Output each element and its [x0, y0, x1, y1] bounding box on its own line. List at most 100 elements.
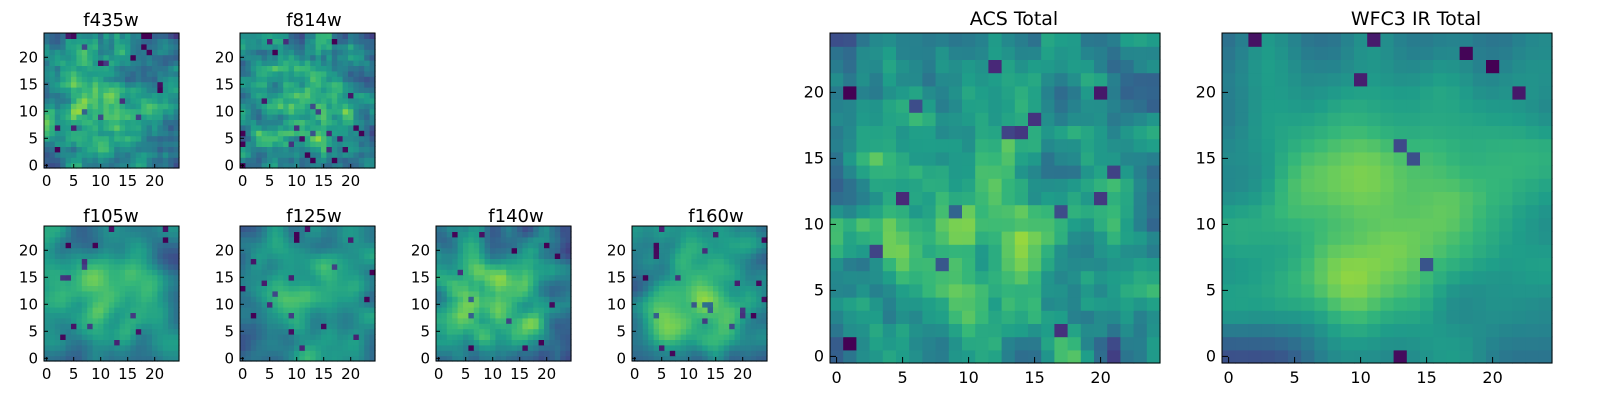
heatmap-cell — [1288, 244, 1302, 258]
heatmap-cell — [125, 108, 131, 115]
heatmap-cell — [1288, 270, 1302, 285]
heatmap-cell — [565, 301, 572, 308]
heatmap-cell — [909, 46, 923, 60]
heatmap-cell — [750, 317, 757, 324]
heatmap-cell — [560, 263, 567, 270]
heatmap-cell — [49, 344, 56, 351]
heatmap-cell — [669, 328, 676, 335]
heatmap-cell — [729, 247, 736, 254]
heatmap-cell — [554, 263, 561, 270]
heatmap-cell — [240, 280, 246, 286]
heatmap-cell — [245, 54, 252, 61]
heatmap-cell — [1459, 204, 1474, 219]
heatmap-cell — [152, 130, 158, 137]
heatmap-cell — [60, 312, 67, 319]
heatmap-cell — [1314, 178, 1329, 192]
heatmap-cell — [98, 65, 104, 72]
heatmap-cell — [517, 301, 523, 308]
heatmap-cell — [1486, 231, 1500, 245]
heatmap-cell — [353, 108, 360, 115]
heatmap-cell — [130, 344, 137, 351]
heatmap-cell — [484, 355, 491, 362]
heatmap-cell — [76, 290, 83, 297]
heatmap-cell — [353, 258, 360, 265]
heatmap-cell — [702, 339, 709, 346]
heatmap-cell — [1274, 217, 1289, 232]
heatmap-cell — [648, 334, 655, 340]
heatmap-cell — [1014, 191, 1029, 206]
heatmap-cell — [49, 253, 56, 259]
heatmap-cell — [1146, 323, 1161, 338]
heatmap-cell — [554, 323, 561, 330]
heatmap-cell — [108, 81, 115, 88]
heatmap-cell — [549, 339, 556, 346]
heatmap-cell — [691, 323, 698, 330]
heatmap-cell — [1014, 99, 1029, 113]
heatmap-cell — [659, 269, 665, 276]
heatmap-cell — [342, 339, 349, 346]
heatmap-cell — [119, 33, 126, 39]
heatmap-cell — [288, 226, 295, 232]
heatmap-cell — [1146, 244, 1161, 258]
heatmap-cell — [696, 236, 703, 243]
heatmap-cell — [675, 317, 682, 324]
heatmap-cell — [92, 247, 99, 254]
heatmap-cell — [452, 290, 459, 297]
heatmap-cell — [315, 76, 322, 83]
heatmap-cell — [146, 65, 153, 72]
heatmap-cell — [337, 317, 344, 324]
heatmap-cell — [659, 236, 665, 243]
heatmap-cell — [119, 339, 126, 346]
heatmap-cell — [331, 65, 338, 72]
heatmap-cell — [1041, 204, 1055, 219]
x-tick-label: 15 — [118, 172, 137, 190]
heatmap-cell — [490, 296, 496, 303]
heatmap-cell — [517, 328, 523, 335]
heatmap-cell — [369, 141, 376, 147]
heatmap-cell — [740, 339, 746, 346]
heatmap-cell — [756, 312, 763, 319]
heatmap-cell — [353, 146, 360, 153]
heatmap-cell — [988, 85, 1003, 100]
heatmap-cell — [756, 290, 763, 297]
heatmap-cell — [49, 43, 56, 50]
heatmap-cell — [935, 165, 950, 179]
heatmap-cell — [277, 253, 284, 259]
heatmap-cell — [1248, 244, 1263, 258]
heatmap-cell — [353, 253, 360, 259]
heatmap-cell — [98, 70, 104, 77]
heatmap-cell — [1133, 217, 1148, 232]
heatmap-cell — [882, 231, 897, 245]
heatmap-cell — [549, 355, 556, 362]
heatmap-cell — [98, 119, 104, 126]
heatmap-cell — [353, 247, 360, 254]
heatmap-cell — [500, 253, 507, 259]
heatmap-cell — [168, 76, 175, 83]
heatmap-cell — [49, 236, 56, 243]
heatmap-cell — [988, 231, 1003, 245]
heatmap-cell — [294, 76, 300, 83]
heatmap-cell — [761, 334, 768, 340]
heatmap-cell — [364, 92, 371, 99]
heatmap-cell — [1248, 204, 1263, 219]
panel-title: f105w — [83, 206, 138, 227]
heatmap-cell — [729, 317, 736, 324]
heatmap-cell — [1067, 85, 1082, 100]
heatmap-cell — [342, 70, 349, 77]
heatmap-cell — [1041, 33, 1055, 47]
heatmap-cell — [283, 355, 290, 362]
y-tick-label: 20 — [19, 241, 38, 259]
heatmap-cell — [76, 247, 83, 254]
heatmap-cell — [146, 226, 153, 232]
heatmap-cell — [81, 274, 88, 281]
heatmap-cell — [294, 124, 300, 131]
heatmap-cell — [962, 99, 976, 113]
heatmap-cell — [1041, 257, 1055, 272]
heatmap-cell — [642, 290, 649, 297]
heatmap-cell — [457, 236, 464, 243]
heatmap-cell — [554, 236, 561, 243]
heatmap-cell — [1446, 231, 1461, 245]
heatmap-cell — [76, 49, 83, 56]
heatmap-cell — [1406, 191, 1421, 206]
heatmap-cell — [321, 312, 327, 319]
